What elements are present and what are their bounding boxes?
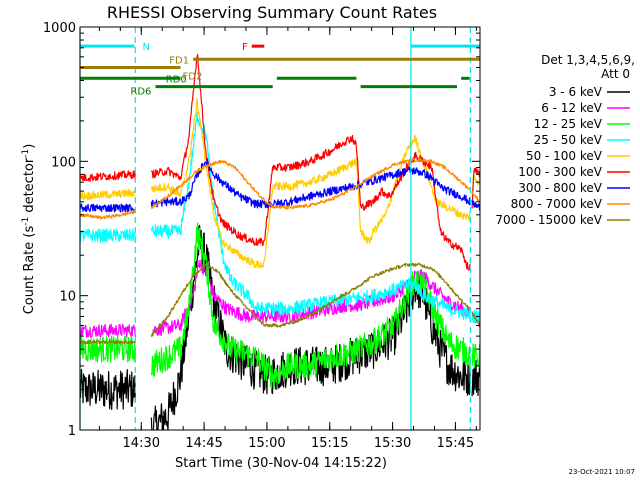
y-tick-label-2: 100 xyxy=(51,155,76,170)
timestamp: 23-Oct-2021 10:07 xyxy=(569,468,635,476)
x-axis-label: Start Time (30-Nov-04 14:15:22) xyxy=(175,456,387,471)
y-axis-label-close: ) xyxy=(22,144,37,149)
flag-label-rd0: RD0 xyxy=(166,74,187,85)
x-tick-label-5: 15:45 xyxy=(437,436,474,451)
legend-label-6: 300 - 800 keV xyxy=(518,181,602,195)
flag-label-fd2: FD2 xyxy=(183,71,203,82)
series-line-6 xyxy=(80,159,480,213)
legend-label-5: 100 - 300 keV xyxy=(518,165,602,179)
flag-label-n: N xyxy=(142,42,149,53)
y-tick-label-0: 1 xyxy=(68,424,76,439)
legend-header-line1: Det 1,3,4,5,6,9, xyxy=(541,53,635,67)
plot-frame xyxy=(79,26,481,431)
series-group xyxy=(80,53,480,430)
legend-label-2: 12 - 25 keV xyxy=(534,117,603,131)
y-axis-label-mid: detector xyxy=(22,157,37,217)
series-7 xyxy=(80,157,480,220)
legend: Det 1,3,4,5,6,9, Att 0 3 - 6 keV 6 - 12 k… xyxy=(495,53,635,227)
y-tick-label-3: 1000 xyxy=(43,21,76,36)
legend-label-0: 3 - 6 keV xyxy=(549,85,603,99)
x-tick-label-0: 14:30 xyxy=(123,436,160,451)
series-line-0 xyxy=(80,224,480,430)
series-line-5 xyxy=(80,53,480,271)
y-tick-label-1: 10 xyxy=(59,290,76,305)
series-6 xyxy=(80,159,480,213)
legend-header-line2: Att 0 xyxy=(601,67,630,81)
axes: 1 10 100 1000 14:30 14:45 15:00 15:15 15:30 15:45 xyxy=(43,21,481,451)
series-line-4 xyxy=(80,97,480,269)
series-0 xyxy=(80,224,480,430)
x-tick-label-3: 15:15 xyxy=(311,436,348,451)
legend-label-8: 7000 - 15000 keV xyxy=(495,213,602,227)
y-axis-label-exp1: -1 xyxy=(21,217,31,226)
legend-label-7: 800 - 7000 keV xyxy=(511,197,603,211)
x-tick-label-1: 14:45 xyxy=(185,436,222,451)
x-tick-label-4: 15:30 xyxy=(374,436,411,451)
legend-entries: 3 - 6 keV 6 - 12 keV 12 - 25 keV 25 - 50 ke… xyxy=(495,85,630,227)
series-line-7 xyxy=(80,157,480,220)
y-axis-label-main: Count Rate (s xyxy=(22,226,37,315)
series-4 xyxy=(80,97,480,269)
series-5 xyxy=(80,53,480,271)
legend-label-3: 25 - 50 keV xyxy=(534,133,603,147)
legend-label-1: 6 - 12 keV xyxy=(541,101,603,115)
series-line-3 xyxy=(80,111,480,324)
series-3 xyxy=(80,111,480,324)
y-axis-label-exp2: -1 xyxy=(21,149,31,158)
flag-label-fd1: FD1 xyxy=(169,55,189,66)
series-8 xyxy=(80,262,480,345)
legend-label-4: 50 - 100 keV xyxy=(526,149,603,163)
flag-label-f: F xyxy=(242,42,248,53)
series-line-8 xyxy=(80,262,480,345)
flag-label-rd6: RD6 xyxy=(130,87,151,98)
y-axis-label: Count Rate (s-1 detector-1) xyxy=(21,144,37,315)
x-tick-label-2: 15:00 xyxy=(248,436,285,451)
chart-title: RHESSI Observing Summary Count Rates xyxy=(107,3,437,22)
